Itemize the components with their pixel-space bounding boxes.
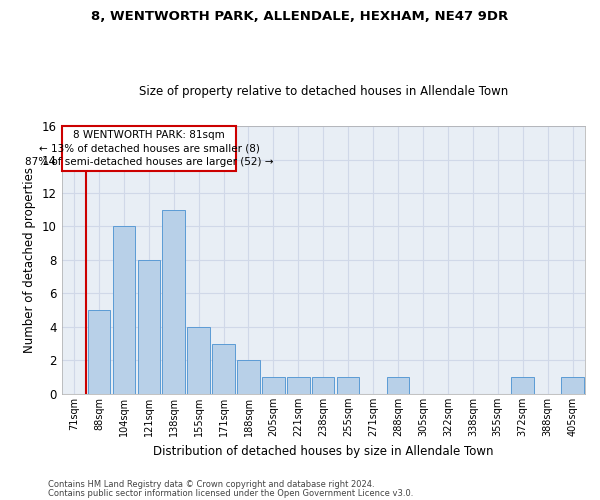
Bar (237, 360, 260, 394)
X-axis label: Distribution of detached houses by size in Allendale Town: Distribution of detached houses by size … (153, 444, 494, 458)
Bar (511, 377, 534, 394)
Text: 8 WENTWORTH PARK: 81sqm: 8 WENTWORTH PARK: 81sqm (73, 130, 225, 140)
Text: Contains public sector information licensed under the Open Government Licence v3: Contains public sector information licen… (48, 488, 413, 498)
Bar (287, 377, 310, 394)
Title: Size of property relative to detached houses in Allendale Town: Size of property relative to detached ho… (139, 86, 508, 98)
Bar (113, 226, 135, 394)
Bar (88, 310, 110, 394)
Text: Contains HM Land Registry data © Crown copyright and database right 2024.: Contains HM Land Registry data © Crown c… (48, 480, 374, 489)
Bar (163, 210, 185, 394)
Text: ← 13% of detached houses are smaller (8): ← 13% of detached houses are smaller (8) (38, 144, 259, 154)
Text: 8, WENTWORTH PARK, ALLENDALE, HEXHAM, NE47 9DR: 8, WENTWORTH PARK, ALLENDALE, HEXHAM, NE… (91, 10, 509, 23)
Y-axis label: Number of detached properties: Number of detached properties (23, 167, 36, 353)
Bar (212, 344, 235, 394)
Bar (337, 377, 359, 394)
Bar (312, 377, 334, 394)
Bar (387, 377, 409, 394)
Bar (187, 327, 210, 394)
Bar (262, 377, 284, 394)
Bar (137, 260, 160, 394)
Text: 87% of semi-detached houses are larger (52) →: 87% of semi-detached houses are larger (… (25, 157, 273, 167)
Bar (562, 377, 584, 394)
Bar (62, 126, 236, 172)
